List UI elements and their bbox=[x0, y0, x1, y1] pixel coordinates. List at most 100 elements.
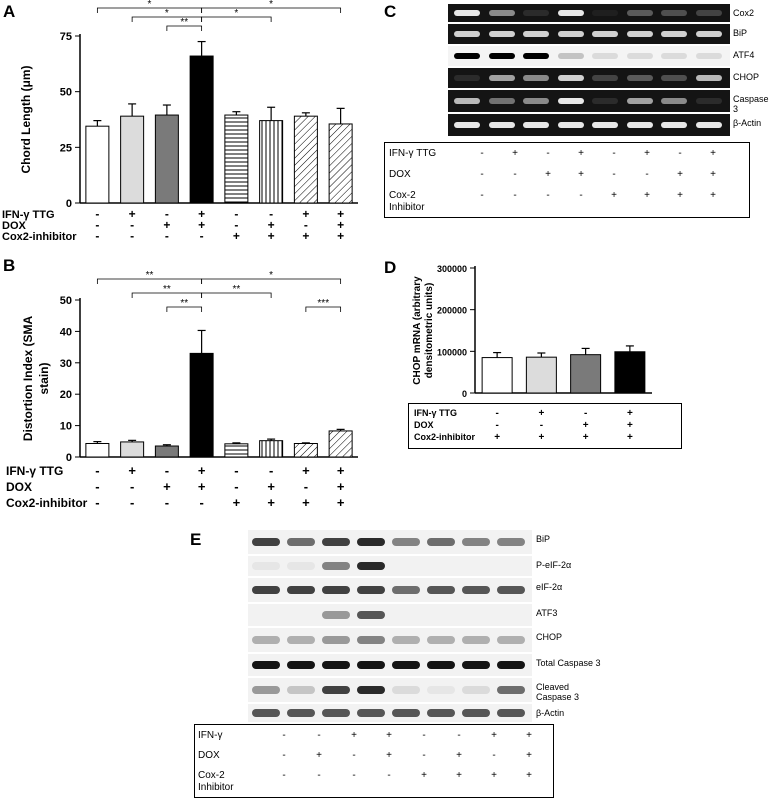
condition-label: Cox-2 Inhibitor bbox=[389, 190, 425, 213]
bar bbox=[525, 356, 557, 394]
chart-d: 0 100000 200000 300000 CHOP mRNA (arbitrary d… bbox=[412, 264, 652, 443]
blot-band bbox=[626, 98, 653, 104]
blot-band bbox=[488, 122, 515, 128]
condition-value: + bbox=[337, 479, 345, 494]
significance-label: * bbox=[148, 0, 152, 10]
condition-value: - bbox=[95, 207, 99, 221]
condition-value: - bbox=[95, 218, 99, 232]
blot-band bbox=[252, 611, 280, 619]
blot-strip bbox=[248, 530, 532, 554]
significance-label: ** bbox=[180, 298, 188, 309]
blot-band bbox=[252, 562, 280, 570]
condition-label: Cox2-inhibitor bbox=[6, 496, 88, 510]
blot-band bbox=[557, 75, 584, 81]
condition-value: + bbox=[421, 770, 427, 781]
condition-value: - bbox=[95, 463, 99, 478]
blot-label: ATF4 bbox=[733, 50, 755, 60]
condition-value: - bbox=[234, 218, 238, 232]
blot-band bbox=[592, 98, 618, 104]
condition-value: - bbox=[269, 207, 273, 221]
blot-band bbox=[252, 661, 280, 669]
condition-value: - bbox=[95, 229, 99, 243]
blot-band bbox=[392, 661, 420, 669]
condition-value: + bbox=[268, 218, 275, 232]
condition-value: + bbox=[233, 495, 241, 510]
condition-value: - bbox=[304, 218, 308, 232]
blot-band bbox=[357, 538, 385, 546]
blot-band bbox=[695, 122, 722, 128]
condition-value: + bbox=[538, 408, 544, 419]
condition-label: Cox-2 Inhibitor bbox=[198, 770, 234, 793]
y-tick-label: 0 bbox=[66, 452, 72, 464]
panel-letter-a: A bbox=[3, 2, 16, 21]
bar bbox=[85, 442, 110, 458]
condition-value: + bbox=[337, 207, 344, 221]
blot-band bbox=[497, 586, 525, 594]
blot-band bbox=[462, 611, 490, 619]
condition-value: - bbox=[422, 730, 426, 741]
blot-strip bbox=[448, 68, 730, 88]
condition-value: + bbox=[267, 479, 275, 494]
blot-strip bbox=[248, 628, 532, 652]
blot-band bbox=[497, 686, 525, 694]
condition-value: - bbox=[130, 218, 134, 232]
condition-value: + bbox=[302, 463, 310, 478]
blot-band bbox=[454, 122, 480, 128]
blot-band bbox=[661, 122, 687, 128]
condition-value: + bbox=[351, 730, 357, 741]
blot-band bbox=[357, 636, 385, 644]
condition-value: + bbox=[710, 169, 716, 180]
blot-band bbox=[392, 686, 420, 694]
condition-label: DOX bbox=[2, 220, 27, 232]
blot-label: Cleaved Caspase 3 bbox=[536, 682, 580, 702]
condition-value: - bbox=[130, 495, 134, 510]
blot-band bbox=[497, 709, 525, 717]
condition-value: + bbox=[494, 432, 500, 443]
condition-value: - bbox=[480, 148, 484, 159]
blot-band bbox=[287, 611, 315, 619]
condition-value: + bbox=[526, 730, 532, 741]
blot-band bbox=[488, 31, 515, 37]
y-tick-label: 50 bbox=[60, 87, 72, 99]
condition-value: + bbox=[677, 190, 683, 201]
blot-band bbox=[392, 709, 420, 717]
blot-band bbox=[626, 122, 653, 128]
bar bbox=[481, 357, 513, 394]
panel-letter-d: D bbox=[384, 258, 397, 277]
blot-label: β-Actin bbox=[536, 708, 565, 718]
condition-value: - bbox=[540, 420, 543, 431]
condition-value: + bbox=[316, 750, 322, 761]
blot-band bbox=[523, 31, 549, 37]
bar bbox=[224, 443, 249, 458]
condition-value: - bbox=[282, 730, 286, 741]
bar bbox=[328, 123, 353, 204]
blot-band bbox=[626, 31, 653, 37]
condition-value: - bbox=[130, 479, 134, 494]
condition-label: DOX bbox=[198, 750, 220, 761]
blot-band bbox=[252, 586, 280, 594]
blot-band bbox=[695, 53, 722, 59]
condition-value: + bbox=[198, 479, 206, 494]
condition-label: Cox2-inhibitor bbox=[414, 432, 475, 442]
blot-band bbox=[695, 31, 722, 37]
bar bbox=[614, 351, 646, 394]
bar bbox=[189, 352, 214, 458]
condition-value: + bbox=[627, 420, 633, 431]
blot-band bbox=[488, 53, 515, 59]
bar bbox=[154, 445, 179, 458]
condition-value: + bbox=[583, 420, 589, 431]
condition-value: + bbox=[578, 148, 584, 159]
blot-band bbox=[252, 538, 280, 546]
blot-label: CHOP bbox=[733, 72, 760, 82]
panel-letter-b: B bbox=[3, 256, 16, 275]
blot-band bbox=[322, 562, 350, 570]
bar bbox=[224, 114, 249, 204]
blot-band bbox=[427, 686, 455, 694]
condition-value: + bbox=[129, 207, 136, 221]
bar bbox=[259, 440, 284, 458]
blot-band bbox=[488, 75, 515, 81]
blot-band bbox=[592, 122, 618, 128]
blot-strip bbox=[448, 4, 730, 22]
y-tick-label: 75 bbox=[60, 31, 72, 43]
